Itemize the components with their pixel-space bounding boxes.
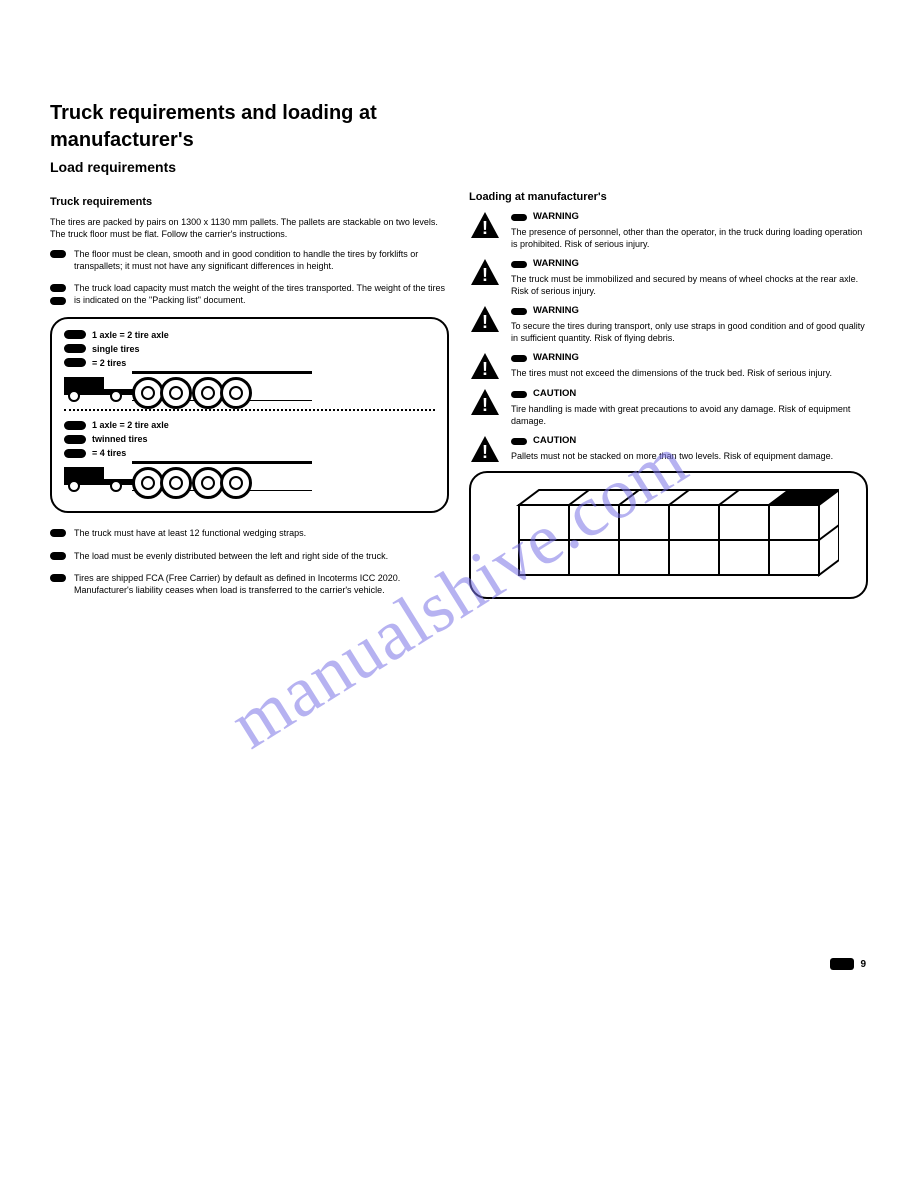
- example-label: single tires: [92, 343, 140, 355]
- tractor-icon: [64, 461, 134, 491]
- caution-heading: CAUTION: [533, 435, 576, 448]
- pill-icon: [64, 435, 86, 444]
- truck-diagram-single: [64, 371, 435, 401]
- warning-text: The tires must not exceed the dimensions…: [511, 367, 868, 379]
- right-column: Loading at manufacturer's ! WARNING The …: [469, 100, 868, 606]
- warning-straps: ! WARNING To secure the tires during tra…: [469, 305, 868, 344]
- svg-text:!: !: [482, 359, 488, 379]
- warning-text: The truck must be immobilized and secure…: [511, 273, 868, 297]
- pill-icon: [511, 261, 527, 268]
- svg-text:!: !: [482, 218, 488, 238]
- bullet-text: The load must be evenly distributed betw…: [74, 550, 449, 562]
- page-number-value: 9: [860, 959, 866, 970]
- pill-icon: [64, 344, 86, 353]
- bullet-distribute: The load must be evenly distributed betw…: [50, 550, 449, 562]
- example-label: = 4 tires: [92, 447, 126, 459]
- warning-icon: !: [469, 305, 501, 344]
- caution-text: Pallets must not be stacked on more than…: [511, 450, 868, 462]
- example-label: = 2 tires: [92, 357, 126, 369]
- example-box-tire-axles: 1 axle = 2 tire axle single tires = 2 ti…: [50, 317, 449, 514]
- pill-icon: [64, 421, 86, 430]
- caution-handling: ! CAUTION Tire handling is made with gre…: [469, 388, 868, 427]
- truck-diagram-twinned: [64, 461, 435, 491]
- example-single-tires: 1 axle = 2 tire axle single tires = 2 ti…: [64, 329, 435, 401]
- svg-text:!: !: [482, 442, 488, 462]
- bullet-icon: [50, 529, 66, 537]
- tire-icon: [220, 377, 252, 409]
- pill-icon: [511, 214, 527, 221]
- bullet-text: The truck must have at least 12 function…: [74, 527, 449, 539]
- two-column-layout: Truck requirements and loading at manufa…: [50, 100, 868, 606]
- pill-icon: [511, 438, 527, 445]
- bullet-text: Tires are shipped FCA (Free Carrier) by …: [74, 572, 449, 596]
- section-head-truck-req: Truck requirements: [50, 195, 449, 210]
- bullet-straps: The truck must have at least 12 function…: [50, 527, 449, 539]
- bullet-fca: Tires are shipped FCA (Free Carrier) by …: [50, 572, 449, 596]
- bullet-icon: [50, 552, 66, 560]
- warning-icon: !: [469, 352, 501, 380]
- warning-text: To secure the tires during transport, on…: [511, 320, 868, 344]
- pill-icon: [64, 449, 86, 458]
- warning-icon: !: [469, 211, 501, 250]
- bullet-capacity: The truck load capacity must match the w…: [50, 282, 449, 306]
- pill-icon: [64, 358, 86, 367]
- tractor-icon: [64, 371, 134, 401]
- warning-heading: WARNING: [533, 258, 579, 271]
- page-title: Truck requirements and loading at manufa…: [50, 100, 449, 154]
- warning-dimensions: ! WARNING The tires must not exceed the …: [469, 352, 868, 380]
- pallet-stacking-figure: [469, 471, 868, 599]
- svg-text:!: !: [482, 265, 488, 285]
- bullet-text: The truck load capacity must match the w…: [74, 282, 449, 306]
- example-twinned-tires: 1 axle = 2 tire axle twinned tires = 4 t…: [64, 419, 435, 491]
- warning-heading: WARNING: [533, 305, 579, 318]
- warning-heading: WARNING: [533, 352, 579, 365]
- caution-heading: CAUTION: [533, 388, 576, 401]
- pill-icon: [511, 308, 527, 315]
- page-number: 9: [830, 958, 866, 970]
- example-label: 1 axle = 2 tire axle: [92, 419, 169, 431]
- section-head-loading: Loading at manufacturer's: [469, 190, 868, 205]
- pill-icon: [511, 391, 527, 398]
- page-number-box: [830, 958, 854, 970]
- trailer-icon: [132, 371, 312, 401]
- warning-personnel: ! WARNING The presence of personnel, oth…: [469, 211, 868, 250]
- bullet-icon: [50, 297, 66, 305]
- trailer-icon: [132, 461, 312, 491]
- bullet-text: The floor must be clean, smooth and in g…: [74, 248, 449, 272]
- warning-icon: !: [469, 435, 501, 463]
- example-label: 1 axle = 2 tire axle: [92, 329, 169, 341]
- manual-page: Truck requirements and loading at manufa…: [0, 0, 918, 1188]
- bullet-floor: The floor must be clean, smooth and in g…: [50, 248, 449, 272]
- bullet-icon: [50, 250, 66, 258]
- dotted-divider: [64, 409, 435, 411]
- svg-text:!: !: [482, 312, 488, 332]
- tire-icon: [160, 467, 192, 499]
- left-column: Truck requirements and loading at manufa…: [50, 100, 449, 606]
- tire-icon: [160, 377, 192, 409]
- bullet-icon: [50, 284, 66, 292]
- intro-paragraph: The tires are packed by pairs on 1300 x …: [50, 216, 449, 240]
- warning-text: The presence of personnel, other than th…: [511, 226, 868, 250]
- pill-icon: [64, 330, 86, 339]
- example-label: twinned tires: [92, 433, 148, 445]
- tire-icon: [220, 467, 252, 499]
- page-subtitle: Load requirements: [50, 158, 449, 177]
- warning-icon: !: [469, 258, 501, 297]
- svg-text:!: !: [482, 395, 488, 415]
- bullet-icon: [50, 574, 66, 582]
- warning-icon: !: [469, 388, 501, 427]
- warning-immobilize: ! WARNING The truck must be immobilized …: [469, 258, 868, 297]
- pallet-svg: [499, 485, 839, 585]
- caution-text: Tire handling is made with great precaut…: [511, 403, 868, 427]
- pill-icon: [511, 355, 527, 362]
- caution-stacking: ! CAUTION Pallets must not be stacked on…: [469, 435, 868, 463]
- warning-heading: WARNING: [533, 211, 579, 224]
